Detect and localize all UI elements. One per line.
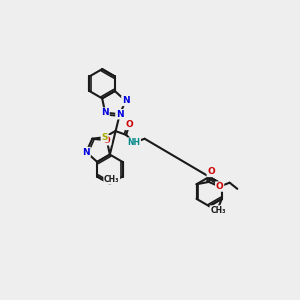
Text: NH: NH (127, 138, 140, 147)
Text: N: N (122, 96, 130, 105)
Text: N: N (116, 110, 124, 119)
Text: CH₃: CH₃ (210, 206, 226, 215)
Text: O: O (125, 120, 133, 129)
Text: N: N (101, 108, 109, 117)
Text: S: S (101, 133, 108, 142)
Text: N: N (82, 148, 90, 157)
Text: O: O (103, 136, 111, 145)
Text: O: O (216, 182, 224, 191)
Text: O: O (207, 167, 215, 176)
Text: CH₃: CH₃ (104, 175, 119, 184)
